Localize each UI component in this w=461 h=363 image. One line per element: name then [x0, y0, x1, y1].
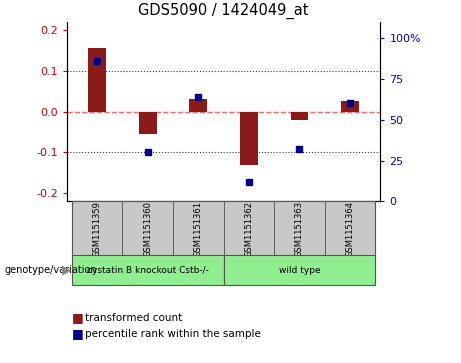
Bar [274, 201, 325, 256]
Text: percentile rank within the sample: percentile rank within the sample [85, 329, 261, 339]
Text: GSM1151359: GSM1151359 [93, 201, 102, 257]
Bar [290, 112, 308, 120]
Bar [123, 201, 173, 256]
Text: GSM1151360: GSM1151360 [143, 201, 152, 257]
Bar [240, 112, 258, 165]
Bar [325, 201, 375, 256]
Title: GDS5090 / 1424049_at: GDS5090 / 1424049_at [138, 3, 309, 19]
Bar [341, 101, 359, 112]
Bar [173, 201, 224, 256]
Bar [139, 112, 157, 134]
Bar [189, 99, 207, 112]
Bar [224, 255, 375, 285]
Bar [72, 255, 224, 285]
Text: cystatin B knockout Cstb-/-: cystatin B knockout Cstb-/- [87, 266, 209, 274]
Text: GSM1151362: GSM1151362 [244, 201, 254, 257]
Text: ■: ■ [71, 311, 83, 324]
Text: GSM1151363: GSM1151363 [295, 201, 304, 257]
Bar [224, 201, 274, 256]
Text: ▶: ▶ [62, 264, 72, 277]
Text: wild type: wild type [278, 266, 320, 274]
Text: ■: ■ [71, 327, 83, 340]
Text: genotype/variation: genotype/variation [5, 265, 97, 275]
Bar [89, 48, 106, 112]
Text: GSM1151361: GSM1151361 [194, 201, 203, 257]
Bar [72, 201, 123, 256]
Text: GSM1151364: GSM1151364 [345, 201, 355, 257]
Text: transformed count: transformed count [85, 313, 183, 323]
